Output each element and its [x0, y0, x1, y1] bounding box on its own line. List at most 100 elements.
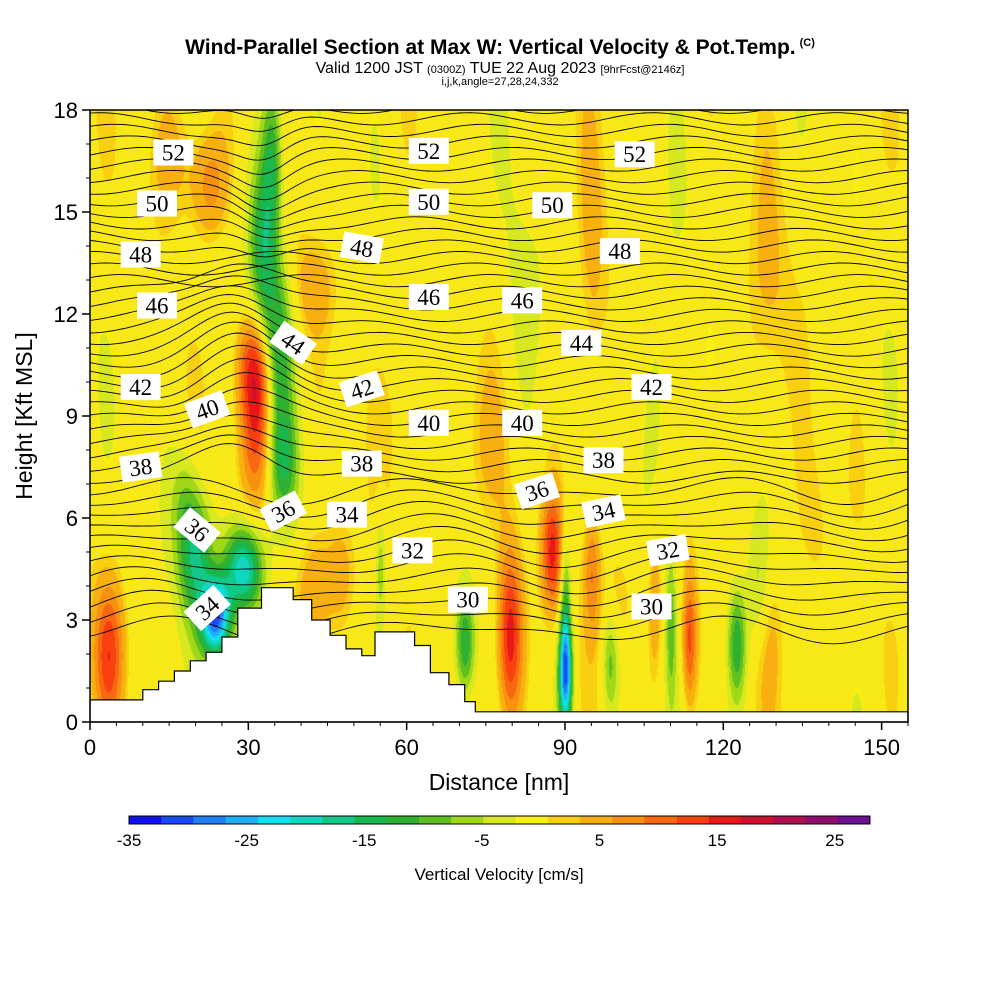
- isentrope-line: [90, 443, 908, 484]
- contour-label: 30: [447, 586, 488, 613]
- contour-label-box: [392, 537, 433, 564]
- contour-label-text: 42: [129, 375, 152, 400]
- contour-label: 52: [408, 137, 449, 164]
- colorbar-swatch: [773, 816, 806, 824]
- isentrope-line: [90, 386, 908, 426]
- isentrope-line: [90, 216, 908, 239]
- colorbar-swatch: [193, 816, 227, 824]
- colorbar-tick-label: 25: [825, 831, 844, 850]
- contour-label-text: 46: [146, 294, 169, 319]
- contour-label-box: [120, 241, 161, 268]
- x-tick-label: 90: [553, 735, 577, 760]
- contour-label: 50: [137, 190, 178, 217]
- colorbar-swatch: [612, 816, 645, 824]
- chart-subtitle-indices: i,j,k,angle=27,28,24,332: [441, 76, 559, 88]
- contour-label-box: [339, 231, 384, 264]
- contour-label: 48: [120, 241, 161, 268]
- contour-label: 44: [561, 329, 602, 356]
- isentrope-line: [90, 78, 908, 97]
- colorbar-swatch: [354, 816, 388, 824]
- y-tick-label: 6: [66, 506, 78, 531]
- contour-label-text: 34: [590, 497, 618, 526]
- contour-label-box: [259, 490, 307, 533]
- isentrope-line: [90, 615, 908, 645]
- isentrope-line: [90, 239, 908, 258]
- contour-label: 50: [532, 192, 573, 219]
- isentrope-line: [90, 539, 908, 569]
- isentrope-line: [90, 602, 908, 631]
- colorbar-swatch: [741, 816, 774, 824]
- isentrope-line: [90, 358, 908, 403]
- isentrope-line: [90, 227, 908, 248]
- isentrope-line: [90, 525, 908, 555]
- contour-label: 46: [408, 284, 449, 310]
- y-axis-title: Height [Kft MSL]: [11, 332, 37, 499]
- x-tick-label: 150: [863, 735, 900, 760]
- isentrope-line: [90, 513, 908, 542]
- contour-label-text: 38: [128, 454, 154, 482]
- colorbar-swatch: [225, 816, 259, 824]
- contour-label-text: 46: [511, 288, 534, 313]
- isentrope-line: [90, 577, 908, 607]
- isentrope-line: [90, 372, 908, 415]
- colorbar-swatch: [837, 816, 871, 824]
- isentrope-line: [90, 250, 908, 265]
- x-tick-label: 30: [236, 735, 260, 760]
- subtitle-forecast: [9hrFcst@2146z]: [600, 64, 685, 76]
- colorbar-swatch: [161, 816, 194, 824]
- contour-label-box: [581, 494, 626, 529]
- y-tick-label: 18: [54, 98, 78, 123]
- isentrope-line: [90, 500, 908, 530]
- colorbar-tick-label: -25: [234, 831, 259, 850]
- contour-label: 38: [341, 450, 382, 477]
- isentrope-line: [90, 344, 908, 392]
- contour-label-text: 40: [511, 411, 534, 436]
- contour-label-box: [120, 374, 161, 401]
- colorbar-swatch: [644, 816, 678, 824]
- terrain-profile: [89, 587, 909, 723]
- contour-label-text: 50: [417, 190, 440, 215]
- contour-label: 52: [614, 141, 655, 168]
- contour-label-text: 32: [401, 538, 424, 563]
- contour-label: 50: [408, 188, 449, 215]
- colorbar-swatch: [580, 816, 613, 824]
- contour-label-text: 38: [592, 448, 615, 473]
- x-tick-label: 120: [705, 735, 742, 760]
- contour-label-box: [408, 137, 449, 164]
- contour-label: 38: [119, 451, 163, 483]
- colorbar-swatch: [322, 816, 355, 824]
- colorbar-swatch: [129, 816, 162, 824]
- contour-label-box: [599, 238, 640, 265]
- contour-label-box: [614, 141, 655, 168]
- contour-label: 40: [183, 390, 231, 429]
- contour-label: 48: [599, 238, 640, 265]
- contour-label: 42: [631, 374, 672, 401]
- isentrope-line: [90, 112, 908, 132]
- isentrope-line: [90, 589, 908, 619]
- contour-label: 46: [502, 287, 543, 314]
- colorbar-tick-label: -15: [352, 831, 377, 850]
- contour-label-box: [341, 450, 382, 477]
- contour-label: 32: [392, 537, 433, 564]
- isentrope-line: [90, 425, 908, 461]
- isentrope-line: [90, 204, 908, 230]
- isentrope-line: [90, 321, 908, 369]
- colorbar-swatch: [708, 816, 742, 824]
- isentrope-line: [90, 181, 908, 211]
- chart-title-unit: (C): [799, 37, 815, 49]
- contour-label: 32: [645, 534, 690, 567]
- isentrope-line: [90, 311, 908, 357]
- isentrope-line: [90, 294, 908, 334]
- contour-label-text: 34: [336, 503, 360, 528]
- subtitle-zulu: (0300Z): [427, 64, 466, 76]
- contour-label-box: [153, 139, 194, 166]
- contour-label: 30: [631, 593, 672, 620]
- colorbar-tick-label: 15: [708, 831, 727, 850]
- contour-label-text: 50: [541, 193, 564, 218]
- contour-label-box: [513, 472, 561, 510]
- isentrope-line: [90, 135, 908, 161]
- contour-label-text: 46: [417, 285, 440, 310]
- isentropes: [90, 78, 908, 645]
- chart-subtitle: Valid 1200 JST (0300Z) TUE 22 Aug 2023 […: [0, 60, 1000, 78]
- x-axis: 0 30 60 90 120 150: [84, 722, 909, 760]
